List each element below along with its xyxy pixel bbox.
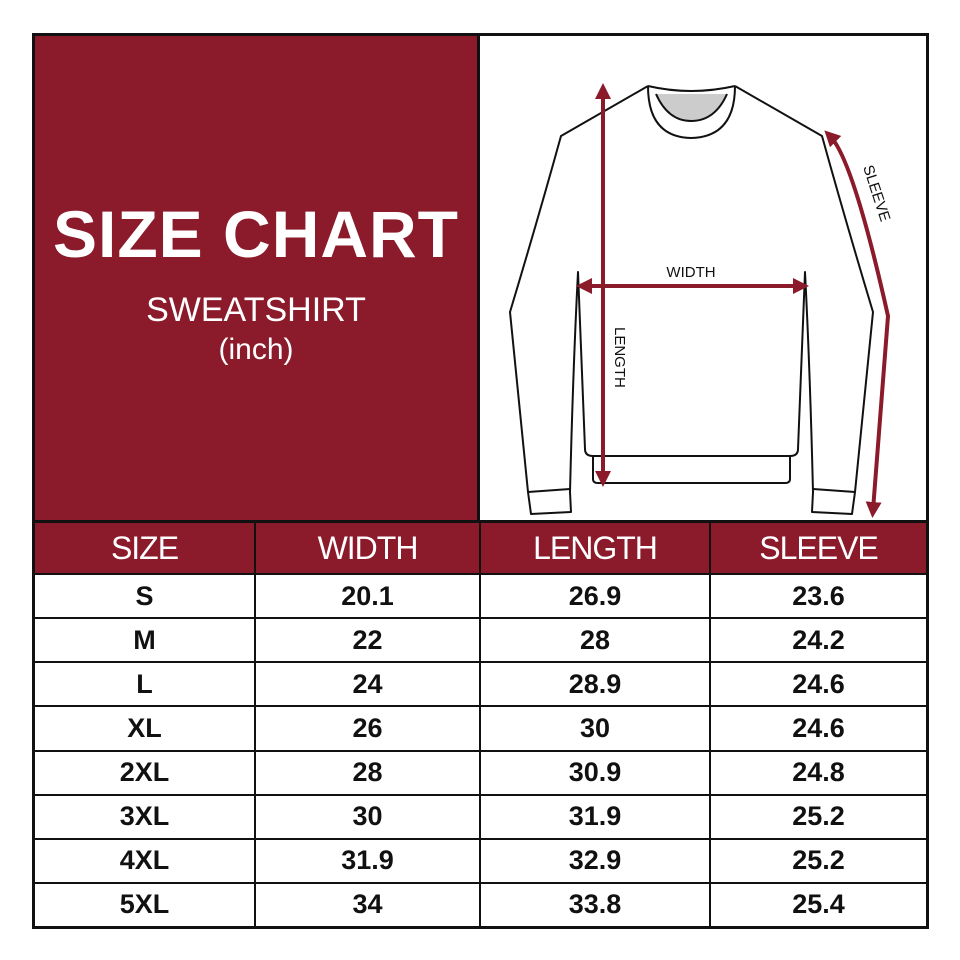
measurement-cell: 23.6 <box>711 575 926 618</box>
length-label: LENGTH <box>611 327 628 388</box>
measurement-cell: 25.2 <box>711 795 926 838</box>
measurement-cell: 32.9 <box>481 839 709 882</box>
measurement-cell: 20.1 <box>256 575 479 618</box>
measurement-cell: 31.9 <box>256 839 479 882</box>
measurement-cell: 26 <box>256 707 479 750</box>
size-cell: 2XL <box>35 751 254 794</box>
measurement-cell: 24.2 <box>711 619 926 662</box>
measurement-cell: 26.9 <box>481 575 709 618</box>
measurement-cell: 30.9 <box>481 751 709 794</box>
measurement-cell: 31.9 <box>481 795 709 838</box>
measurement-cell: 28 <box>481 619 709 662</box>
size-cell: 4XL <box>35 839 254 882</box>
measurement-arrows <box>576 83 891 518</box>
width-label: WIDTH <box>666 264 715 281</box>
measurement-cell: 25.2 <box>711 839 926 882</box>
column-header-length: LENGTH <box>481 523 709 573</box>
column-header-sleeve: SLEEVE <box>711 523 926 573</box>
sleeve-arrow <box>824 130 891 518</box>
size-cell: L <box>35 663 254 706</box>
measurement-cell: 22 <box>256 619 479 662</box>
sweatshirt-outline <box>509 85 874 515</box>
column-header-size: SIZE <box>35 523 254 573</box>
measurement-cell: 34 <box>256 883 479 926</box>
sweatshirt-illustration: WIDTH LENGTH SLEEVE <box>509 83 893 518</box>
measurement-cell: 28 <box>256 751 479 794</box>
size-cell: XL <box>35 707 254 750</box>
column-header-width: WIDTH <box>256 523 479 573</box>
product-name: SWEATSHIRT <box>146 291 366 329</box>
size-cell: S <box>35 575 254 618</box>
measurement-cell: 30 <box>481 707 709 750</box>
measurement-cell: 24.6 <box>711 707 926 750</box>
measurement-cell: 28.9 <box>481 663 709 706</box>
size-chart: SIZE CHART SWEATSHIRT (inch) <box>32 33 929 929</box>
measurement-cell: 30 <box>256 795 479 838</box>
title-panel: SIZE CHART SWEATSHIRT (inch) <box>35 36 477 520</box>
measurement-cell: 33.8 <box>481 883 709 926</box>
measurement-cell: 25.4 <box>711 883 926 926</box>
size-cell: M <box>35 619 254 662</box>
size-cell: 3XL <box>35 795 254 838</box>
measurement-cell: 24 <box>256 663 479 706</box>
size-cell: 5XL <box>35 883 254 926</box>
unit-label: (inch) <box>218 333 294 366</box>
sweatshirt-diagram: WIDTH LENGTH SLEEVE <box>480 36 926 520</box>
chart-title: SIZE CHART <box>53 197 459 271</box>
size-table: SIZE WIDTH LENGTH SLEEVE S 20.1 26.9 23.6 M 22 28 2… <box>35 523 926 926</box>
measurement-cell: 24.8 <box>711 751 926 794</box>
measurement-cell: 24.6 <box>711 663 926 706</box>
